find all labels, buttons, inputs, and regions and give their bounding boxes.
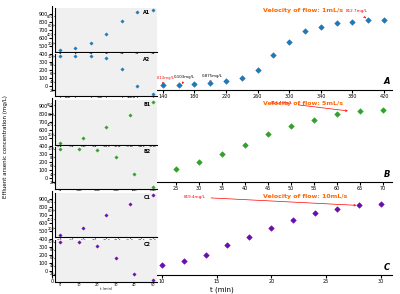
Point xyxy=(175,82,182,87)
Point xyxy=(268,225,274,230)
Point xyxy=(86,176,92,180)
Text: 0.012mg/L: 0.012mg/L xyxy=(74,169,95,178)
Point xyxy=(180,259,187,264)
Point xyxy=(150,170,156,174)
Point xyxy=(104,175,110,180)
Text: 819.4mg/L: 819.4mg/L xyxy=(184,195,356,206)
Point xyxy=(126,266,132,271)
Text: 0.103mg/L: 0.103mg/L xyxy=(174,76,194,83)
Point xyxy=(96,83,103,88)
Point xyxy=(356,203,362,208)
Text: 0.134mg/L: 0.134mg/L xyxy=(99,261,128,269)
Text: 812.7mg/L: 812.7mg/L xyxy=(346,9,368,18)
Point xyxy=(334,206,340,211)
Point xyxy=(207,81,213,86)
Point xyxy=(219,152,225,157)
Point xyxy=(349,19,356,24)
Point xyxy=(60,268,66,273)
Point xyxy=(148,264,154,268)
Point xyxy=(290,218,296,222)
Point xyxy=(334,112,340,117)
Point xyxy=(254,67,261,72)
Text: Velocity of flow: 5mL/s: Velocity of flow: 5mL/s xyxy=(263,101,343,106)
Point xyxy=(76,176,83,181)
Point xyxy=(265,132,271,137)
Point xyxy=(224,243,231,248)
Point xyxy=(378,201,384,206)
Point xyxy=(223,78,229,83)
Point xyxy=(93,268,99,273)
Point xyxy=(173,166,179,171)
Point xyxy=(80,83,87,88)
Text: B: B xyxy=(384,170,390,179)
Text: 0.237mg/L: 0.237mg/L xyxy=(97,168,118,177)
Point xyxy=(288,124,294,129)
Point xyxy=(128,83,134,88)
Point xyxy=(357,109,363,113)
Point xyxy=(112,83,118,88)
Text: Effluent arsenic concentration (mg/L): Effluent arsenic concentration (mg/L) xyxy=(4,96,8,198)
Point xyxy=(158,262,165,267)
Text: 0.824mg/L: 0.824mg/L xyxy=(121,260,150,268)
Point xyxy=(113,174,120,179)
Point xyxy=(196,160,202,165)
Point xyxy=(58,176,64,181)
X-axis label: t (min): t (min) xyxy=(210,287,234,293)
Text: 0.875mg/L: 0.875mg/L xyxy=(201,74,222,82)
Point xyxy=(160,83,166,87)
Point xyxy=(191,82,198,87)
Point xyxy=(95,175,101,180)
Point xyxy=(136,265,143,270)
Text: 0.013mg/L: 0.013mg/L xyxy=(154,76,175,84)
Point xyxy=(246,234,253,239)
Point xyxy=(144,83,150,88)
Point xyxy=(334,21,340,26)
Point xyxy=(82,268,88,273)
Point xyxy=(202,253,209,257)
Point xyxy=(318,24,324,29)
Point xyxy=(67,176,74,181)
Point xyxy=(141,171,147,176)
Point xyxy=(65,83,71,88)
Text: 813.4mg/L: 813.4mg/L xyxy=(271,101,347,111)
Point xyxy=(312,211,318,216)
Point xyxy=(381,17,387,22)
Point xyxy=(365,18,372,23)
Text: 0.009mg/L: 0.009mg/L xyxy=(77,262,106,270)
Text: Velocity of flow: 1mL/s: Velocity of flow: 1mL/s xyxy=(263,9,343,14)
Point xyxy=(380,107,386,112)
Text: A: A xyxy=(384,77,390,86)
Point xyxy=(242,142,248,147)
Point xyxy=(122,173,129,178)
Point xyxy=(238,75,245,80)
Point xyxy=(270,53,276,58)
Text: C: C xyxy=(384,263,390,272)
Point xyxy=(286,39,292,44)
Point xyxy=(132,173,138,178)
Point xyxy=(71,268,77,273)
Point xyxy=(104,267,110,272)
Text: Velocity of flow: 10mL/s: Velocity of flow: 10mL/s xyxy=(263,194,347,199)
Text: 0.897mg/L: 0.897mg/L xyxy=(120,167,141,176)
Point xyxy=(302,29,308,34)
Point xyxy=(311,118,317,122)
Point xyxy=(115,267,121,272)
